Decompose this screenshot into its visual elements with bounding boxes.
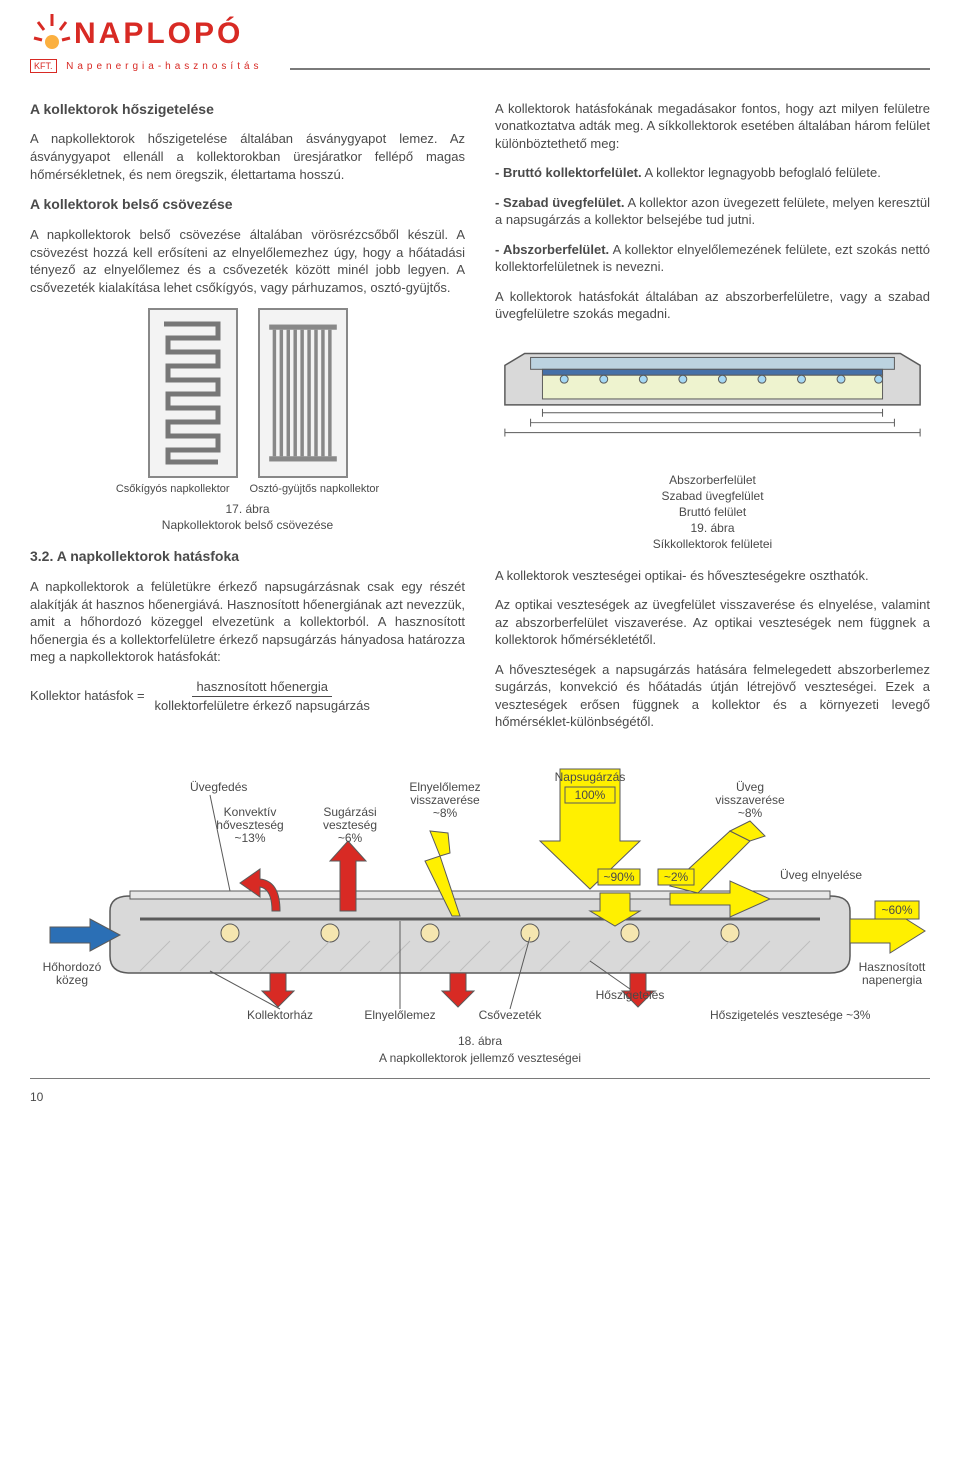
svg-text:Napsugárzás: Napsugárzás [555,770,626,784]
para: A napkollektorok a felületükre érkező na… [30,578,465,666]
svg-text:Hasznosítottnapenergia: Hasznosítottnapenergia [859,960,926,987]
svg-text:Hőhordozóközeg: Hőhordozóközeg [43,960,102,987]
svg-text:~90%: ~90% [603,870,634,884]
svg-text:100%: 100% [575,788,606,802]
svg-text:Üvegvisszaverése~8%: Üvegvisszaverése~8% [715,780,785,820]
sun-icon [30,12,74,56]
heading-insulation: A kollektorok hőszigetelése [30,100,465,119]
svg-text:~2%: ~2% [664,870,689,884]
panel-manifold [258,308,348,478]
svg-text:~60%: ~60% [881,903,912,917]
svg-text:Konvektívhőveszteség~13%: Konvektívhőveszteség~13% [216,805,283,845]
fig19-caption: 19. ábra Síkkollektorok felületei [495,520,930,552]
svg-text:Hőszigetelés vesztesége ~3%: Hőszigetelés vesztesége ~3% [710,1008,871,1021]
svg-text:Üveg elnyelése: Üveg elnyelése [780,868,862,882]
fig17-label-right: Osztó-gyüjtős napkollektor [250,482,380,497]
bullet-abszorber: - Abszorberfelület. A kollektor elnyelől… [495,241,930,276]
left-column: A kollektorok hőszigetelése A napkollekt… [30,100,465,743]
para: A kollektorok veszteségei optikai- és hő… [495,567,930,585]
fig18-diagram: Üvegfedés Konvektívhőveszteség~13% Sugár… [30,761,930,1066]
logo-text: NAPLOPÓ [74,14,243,55]
svg-text:Kollektorház: Kollektorház [247,1008,313,1021]
para: A hőveszteségek a napsugárzás hatására f… [495,661,930,731]
fig17-label-left: Csőkígyós napkollektor [116,482,230,497]
header-rule [290,68,930,70]
bullet-brutto: - Bruttó kollektorfelület. A kollektor l… [495,164,930,182]
svg-text:Elnyelőlemez: Elnyelőlemez [364,1008,435,1021]
fig19-labels: Abszorberfelület Szabad üvegfelület Brut… [495,472,930,521]
page-header: NAPLOPÓ KFT. Napenergia-hasznosítás [30,12,930,80]
logo-kft: KFT. [30,59,57,73]
svg-text:Elnyelőlemezvisszaverése~8%: Elnyelőlemezvisszaverése~8% [409,780,480,820]
fig18-caption: 18. ábra A napkollektorok jellemző veszt… [30,1033,930,1065]
panel-serpentine [148,308,238,478]
svg-text:Csővezeték: Csővezeték [479,1008,543,1021]
svg-text:Hőszigetelés: Hőszigetelés [596,988,665,1002]
svg-text:Sugárzásiveszteség~6%: Sugárzásiveszteség~6% [323,805,377,845]
right-column: A kollektorok hatásfokának megadásakor f… [495,100,930,743]
lbl-uvegfedes: Üvegfedés [190,780,247,794]
para: A napkollektorok belső csövezése általáb… [30,226,465,296]
para: Az optikai veszteségek az üvegfelület vi… [495,596,930,649]
fig17-caption: 17. ábra Napkollektorok belső csövezése [30,501,465,533]
bullet-szabad: - Szabad üvegfelület. A kollektor azon ü… [495,194,930,229]
fig17-labels: Csőkígyós napkollektor Osztó-gyüjtős nap… [30,482,465,497]
heading-piping: A kollektorok belső csövezése [30,195,465,214]
page-number: 10 [30,1089,930,1105]
logo-subtitle: Napenergia-hasznosítás [66,61,262,72]
efficiency-equation: Kollektor hatásfok = hasznosított hőener… [30,678,465,714]
fig17-panels [30,308,465,478]
heading-efficiency: 3.2. A napkollektorok hatásfoka [30,547,465,566]
eq-lhs: Kollektor hatásfok = [30,687,145,705]
logo: NAPLOPÓ KFT. Napenergia-hasznosítás [30,12,290,80]
eq-fraction: hasznosított hőenergia kollektorfelületr… [151,678,374,714]
para: A napkollektorok hőszigetelése általában… [30,130,465,183]
para: A kollektorok hatásfokát általában az ab… [495,288,930,323]
fig19-cross-section [495,335,930,460]
para: A kollektorok hatásfokának megadásakor f… [495,100,930,153]
